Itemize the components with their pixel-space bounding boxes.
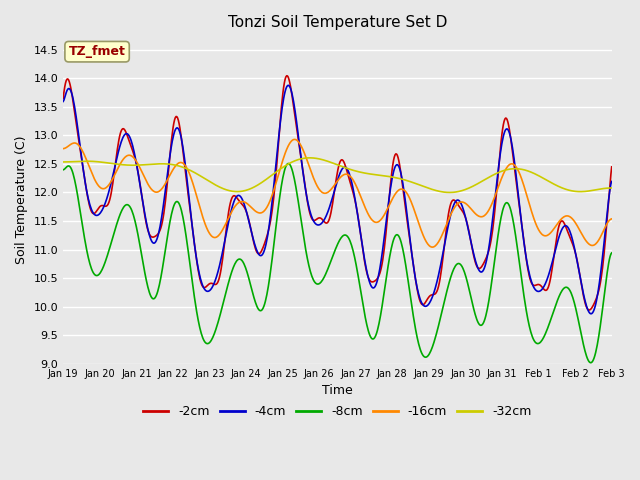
-2cm [125, 139, 133, 145]
-16cm [125, 152, 133, 158]
-16cm [429, 244, 436, 250]
-8cm [608, 250, 616, 256]
-32cm [211, 181, 218, 187]
-16cm [211, 235, 218, 240]
-16cm [405, 193, 413, 199]
-32cm [181, 165, 189, 171]
-4cm [211, 280, 218, 286]
-8cm [284, 161, 292, 167]
-4cm [69, 96, 77, 102]
-16cm [69, 140, 77, 146]
-2cm [585, 307, 593, 313]
-2cm [69, 99, 77, 105]
Line: -4cm: -4cm [63, 85, 612, 314]
-4cm [60, 98, 67, 104]
X-axis label: Time: Time [322, 384, 353, 397]
-32cm [60, 159, 67, 165]
-2cm [181, 167, 189, 173]
Legend: -2cm, -4cm, -8cm, -16cm, -32cm: -2cm, -4cm, -8cm, -16cm, -32cm [138, 400, 536, 423]
-4cm [125, 134, 133, 140]
-32cm [405, 178, 413, 184]
-2cm [405, 229, 413, 235]
-32cm [446, 190, 454, 195]
-8cm [60, 167, 67, 173]
-16cm [181, 163, 189, 168]
-32cm [608, 185, 616, 191]
-4cm [608, 179, 616, 184]
Line: -2cm: -2cm [63, 76, 612, 310]
-32cm [125, 162, 133, 168]
-16cm [608, 216, 616, 222]
-2cm [608, 164, 616, 170]
-2cm [60, 96, 67, 101]
-2cm [283, 73, 291, 79]
-32cm [421, 184, 429, 190]
Text: TZ_fmet: TZ_fmet [68, 45, 125, 58]
Title: Tonzi Soil Temperature Set D: Tonzi Soil Temperature Set D [228, 15, 447, 30]
-8cm [211, 331, 218, 337]
-16cm [421, 236, 429, 242]
-8cm [421, 354, 429, 360]
-2cm [211, 281, 218, 287]
-4cm [181, 161, 189, 167]
-4cm [421, 303, 429, 309]
-4cm [588, 311, 595, 317]
-8cm [181, 228, 189, 233]
Line: -16cm: -16cm [63, 139, 612, 247]
-4cm [284, 83, 292, 88]
Line: -32cm: -32cm [63, 158, 612, 192]
Y-axis label: Soil Temperature (C): Soil Temperature (C) [15, 135, 28, 264]
-32cm [306, 155, 314, 161]
-16cm [60, 146, 67, 152]
-8cm [405, 282, 413, 288]
-8cm [69, 171, 77, 177]
-2cm [421, 300, 429, 306]
-8cm [588, 360, 595, 366]
-32cm [69, 159, 77, 165]
-16cm [291, 136, 298, 142]
-4cm [405, 226, 413, 232]
Line: -8cm: -8cm [63, 164, 612, 363]
-8cm [125, 204, 133, 209]
